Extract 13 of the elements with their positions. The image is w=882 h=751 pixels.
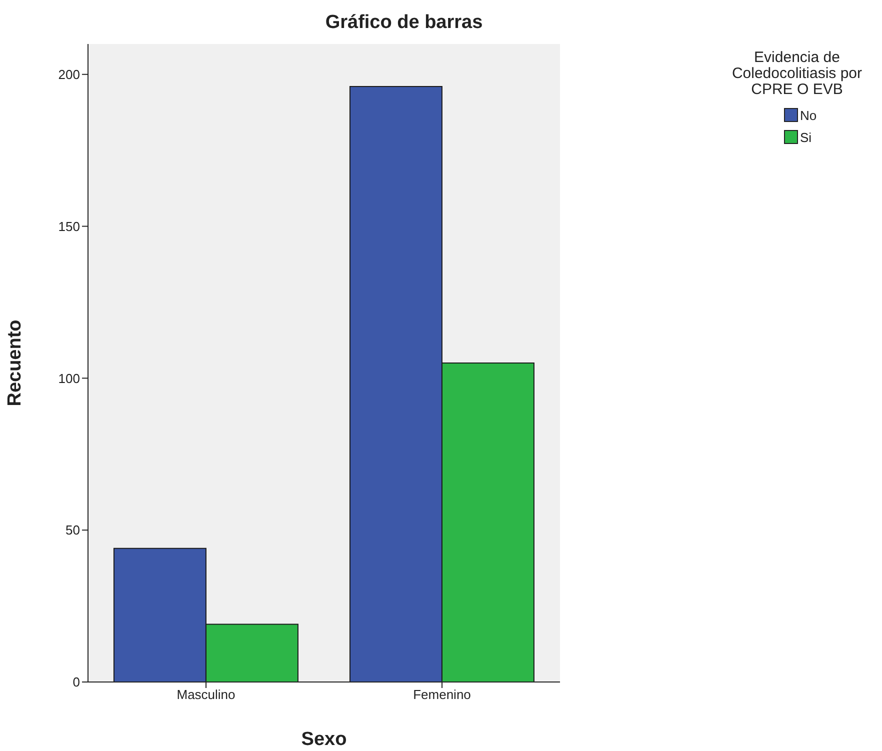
legend-title: Evidencia de Coledocolitiasis por CPRE O EVB — [730, 49, 864, 98]
y-tick-label: 100 — [58, 370, 80, 386]
y-axis-title: Recuento — [4, 320, 26, 406]
chart-title: Gráfico de barras — [324, 12, 484, 34]
x-axis-title: Sexo — [301, 729, 347, 750]
x-tick-label: Masculino — [176, 687, 236, 702]
y-tick-label: 200 — [58, 66, 80, 82]
x-tick-label: Femenino — [413, 687, 471, 702]
y-tick-label: 0 — [72, 674, 80, 690]
y-tick-label: 50 — [66, 522, 80, 538]
legend-label: Si — [799, 128, 813, 146]
y-tick-label: 150 — [58, 218, 80, 234]
legend-label: No — [799, 106, 818, 124]
